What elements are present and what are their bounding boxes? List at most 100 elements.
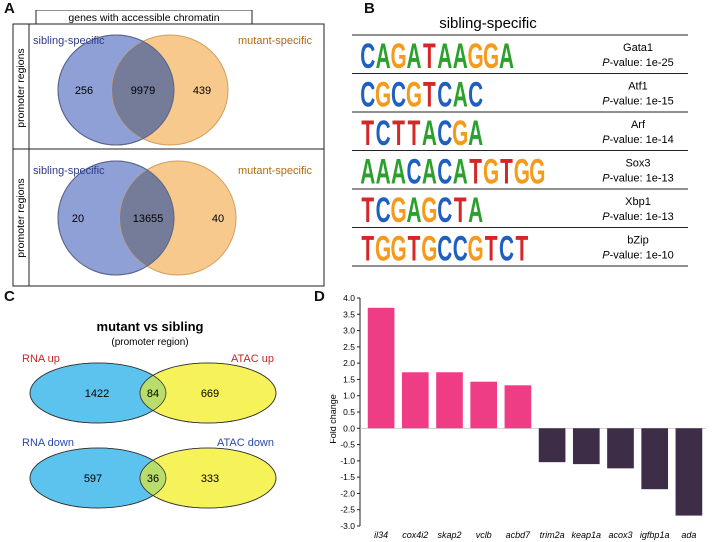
- motif-letter: A: [360, 153, 375, 192]
- promoter-regions-label: promoter regions: [15, 48, 27, 127]
- rna-down-count: 597: [84, 473, 102, 485]
- bar-il34: [367, 307, 395, 429]
- bar-acbd7: [504, 385, 532, 429]
- motif-letter: T: [361, 192, 374, 231]
- y-tick-label: 2.5: [343, 342, 355, 352]
- motif-letter: A: [437, 38, 452, 77]
- motif-letter: G: [375, 76, 391, 115]
- venn-count-sibling-promoter: 256: [75, 85, 93, 97]
- motif-letter: G: [529, 153, 545, 192]
- y-tick-label: 1.5: [343, 374, 355, 384]
- bar-skap2: [436, 372, 463, 429]
- motif-letter: C: [437, 192, 452, 231]
- motif-letter: A: [406, 192, 421, 231]
- x-tick-label: acbd7: [506, 530, 532, 540]
- motif-letter: C: [376, 192, 391, 231]
- x-tick-label: il34: [374, 530, 388, 540]
- panel-c-subtitle: (promoter region): [111, 337, 188, 348]
- motif-letter: A: [468, 192, 483, 231]
- bar-trim2a: [538, 428, 566, 463]
- rna-down-label: RNA down: [22, 437, 74, 449]
- x-tick-label: ada: [681, 530, 696, 540]
- motif-letter: T: [423, 76, 436, 115]
- rna-up-label: RNA up: [22, 353, 60, 365]
- motif-letter: A: [422, 115, 437, 154]
- panel-a-frame: [12, 23, 325, 287]
- motif-letter: G: [483, 153, 499, 192]
- x-tick-label: skap2: [437, 530, 461, 540]
- motif-letter: A: [422, 153, 437, 192]
- venn-count-mutant-distal: 40: [212, 213, 224, 225]
- panel-a-label: A: [4, 0, 15, 17]
- motif-letter: C: [391, 76, 406, 115]
- motif-name: Xbp1: [625, 196, 651, 208]
- venn-count-overlap-distal: 13655: [133, 213, 164, 225]
- venn-overlap-promoter: [112, 35, 174, 145]
- motif-letter: C: [360, 38, 375, 77]
- motif-letter: A: [376, 38, 391, 77]
- x-tick-label: trim2a: [540, 530, 565, 540]
- panel-a-header: genes with accessible chromatin: [68, 12, 219, 24]
- motif-letter: T: [500, 153, 513, 192]
- motif-pvalue: P-value: 1e-25: [602, 57, 674, 69]
- motif-letter: C: [437, 230, 452, 269]
- motif-letter: A: [453, 38, 468, 77]
- motif-row: C G C G T C A C Atf1 P-value: 1e-15: [360, 76, 674, 115]
- down-overlap-count: 36: [147, 473, 159, 485]
- y-tick-label: 4.0: [343, 293, 355, 303]
- venn-count-mutant-promoter: 439: [193, 85, 211, 97]
- panel-c-venn-figure: mutant vs sibling (promoter region) RNA …: [22, 319, 277, 509]
- motif-letter: A: [376, 153, 391, 192]
- motif-letter: A: [391, 153, 406, 192]
- motif-pvalue: P-value: 1e-13: [602, 173, 674, 185]
- bar-ada: [675, 428, 703, 516]
- bar-vclb: [470, 381, 498, 429]
- motif-letter: T: [516, 230, 529, 269]
- motif-letter: G: [375, 230, 391, 269]
- motif-letter: T: [408, 230, 421, 269]
- motif-name: Arf: [631, 119, 646, 131]
- bar-keap1a: [572, 428, 600, 465]
- motif-letter: G: [468, 230, 484, 269]
- y-tick-label: -1.0: [340, 456, 355, 466]
- distal-regions-label: promoter regions: [15, 178, 27, 257]
- panel-c-title: mutant vs sibling: [97, 319, 204, 334]
- motif-pvalue: P-value: 1e-10: [602, 250, 674, 262]
- motif-letter: G: [421, 192, 437, 231]
- motif-letter: T: [454, 192, 467, 231]
- motif-letter: C: [468, 76, 483, 115]
- panel-b-label: B: [364, 0, 375, 17]
- motif-letter: G: [452, 115, 468, 154]
- up-overlap-count: 84: [147, 388, 159, 400]
- x-tick-label: keap1a: [572, 530, 602, 540]
- motif-letter: T: [392, 115, 405, 154]
- motif-letter: C: [437, 76, 452, 115]
- motif-letter: T: [361, 115, 374, 154]
- atac-up-label: ATAC up: [231, 353, 274, 365]
- motif-letter: C: [437, 153, 452, 192]
- motif-pvalue: P-value: 1e-14: [602, 134, 674, 146]
- motif-letter: C: [406, 153, 421, 192]
- motif-pvalue: P-value: 1e-15: [602, 96, 674, 108]
- x-tick-label: acox3: [608, 530, 632, 540]
- motif-letter: C: [360, 76, 375, 115]
- venn-overlap-distal: [120, 161, 174, 275]
- y-axis-label: Fold change: [330, 394, 338, 444]
- motif-letter: C: [437, 115, 452, 154]
- mutant-specific-label-2: mutant-specific: [238, 165, 312, 177]
- y-tick-label: 0.5: [343, 407, 355, 417]
- y-tick-label: -2.0: [340, 488, 355, 498]
- y-tick-label: -1.5: [340, 472, 355, 482]
- atac-down-label: ATAC down: [217, 437, 274, 449]
- motif-name: Atf1: [628, 81, 648, 93]
